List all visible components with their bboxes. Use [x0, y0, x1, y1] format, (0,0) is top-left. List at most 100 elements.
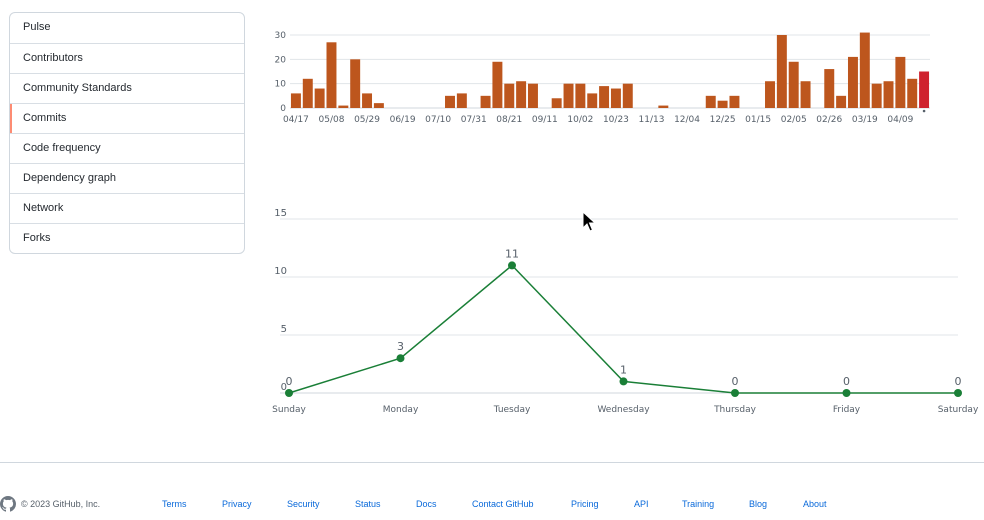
- data-point: [954, 389, 962, 397]
- commit-bar: [824, 69, 835, 108]
- commit-bar: [350, 59, 361, 108]
- sidebar-item-contributors[interactable]: Contributors: [10, 43, 244, 73]
- footer-link-status[interactable]: Status: [355, 499, 381, 509]
- github-mark-icon[interactable]: [0, 496, 16, 512]
- sidebar-item-dependency-graph[interactable]: Dependency graph: [10, 163, 244, 193]
- data-point: [842, 389, 851, 397]
- line-chart-x-tick-label: Thursday: [713, 405, 757, 415]
- commit-bar: [504, 83, 515, 108]
- bar-chart-x-tick-label: 12/04: [674, 115, 700, 125]
- commit-bar: [859, 32, 870, 108]
- commit-bar: [551, 98, 562, 108]
- line-chart-x-tick-label: Monday: [383, 405, 419, 415]
- footer-link-about[interactable]: About: [803, 499, 827, 509]
- footer-link-blog[interactable]: Blog: [749, 499, 768, 509]
- footer-link-privacy[interactable]: Privacy: [222, 499, 252, 509]
- commit-bar: [599, 86, 610, 108]
- footer-link-security[interactable]: Security: [287, 499, 320, 509]
- bar-chart-x-tick-label: 10/23: [603, 115, 629, 125]
- commit-bar: [729, 95, 740, 108]
- bar-chart-x-tick-label: 02/05: [781, 115, 807, 125]
- bar-chart-x-tick-label: 07/31: [461, 115, 487, 125]
- sidebar-item-commits[interactable]: Commits: [10, 103, 244, 133]
- commit-bar: [919, 71, 930, 108]
- bar-chart-x-tick-label: 07/10: [425, 115, 451, 125]
- commit-bar: [480, 95, 491, 108]
- bar-chart-x-tick-label: 11/13: [639, 115, 665, 125]
- bar-chart-y-tick-label: 0: [280, 104, 286, 114]
- data-point-label: 0: [732, 375, 739, 388]
- commit-bar: [338, 105, 349, 108]
- data-point: [285, 389, 293, 397]
- commit-bar: [326, 42, 337, 108]
- current-week-marker: [922, 109, 926, 113]
- commit-bar: [622, 83, 633, 108]
- commit-bar: [492, 61, 503, 108]
- commit-bar: [788, 61, 799, 108]
- commit-bar: [883, 81, 894, 108]
- commit-bar: [907, 78, 918, 108]
- bar-chart-x-tick-label: 09/11: [532, 115, 558, 125]
- bar-chart-y-tick-label: 10: [275, 80, 287, 90]
- bar-chart-y-tick-label: 20: [275, 55, 287, 65]
- data-point: [619, 377, 628, 386]
- commit-bar: [800, 81, 811, 108]
- commit-bar: [836, 95, 847, 108]
- bar-chart-x-tick-label: 05/29: [354, 115, 380, 125]
- commit-bar: [516, 81, 527, 108]
- bar-chart-x-tick-label: 01/15: [745, 115, 771, 125]
- bar-chart-x-tick-label: 03/19: [852, 115, 878, 125]
- data-point-label: 3: [397, 340, 404, 353]
- line-chart-x-tick-label: Friday: [833, 405, 861, 415]
- footer-link-terms[interactable]: Terms: [162, 499, 187, 509]
- commit-bar: [445, 95, 455, 108]
- sidebar-item-network[interactable]: Network: [10, 193, 244, 223]
- bar-chart-y-tick-label: 30: [275, 31, 287, 41]
- data-point-label: 0: [286, 375, 293, 388]
- commit-bar: [587, 93, 598, 108]
- site-footer: © 2023 GitHub, Inc. Terms Privacy Securi…: [0, 462, 984, 520]
- commit-bar: [871, 83, 882, 108]
- footer-link-training[interactable]: Training: [682, 499, 715, 509]
- data-point-label: 0: [955, 375, 962, 388]
- bar-chart-x-tick-label: 12/25: [710, 115, 736, 125]
- line-chart-y-tick-label: 15: [274, 208, 287, 219]
- commit-bar: [456, 93, 467, 108]
- commit-bar: [290, 93, 301, 108]
- sidebar-item-code-frequency[interactable]: Code frequency: [10, 133, 244, 163]
- commit-bar: [575, 83, 586, 108]
- footer-link-api[interactable]: API: [634, 499, 649, 509]
- commit-bar: [314, 88, 325, 108]
- commit-bar: [717, 100, 728, 108]
- commit-bar: [658, 105, 669, 108]
- commit-bar: [373, 103, 384, 108]
- bar-chart-x-tick-label: 08/21: [496, 115, 522, 125]
- commit-bar: [563, 83, 574, 108]
- footer-link-contact-github[interactable]: Contact GitHub: [472, 499, 534, 509]
- data-point-label: 1: [620, 363, 627, 376]
- data-point-label: 0: [843, 375, 850, 388]
- footer-copyright: © 2023 GitHub, Inc.: [21, 499, 101, 509]
- bar-chart-x-tick-label: 02/26: [816, 115, 842, 125]
- bar-chart-x-tick-label: 06/19: [390, 115, 416, 125]
- sidebar-item-forks[interactable]: Forks: [10, 223, 244, 253]
- sidebar-item-pulse[interactable]: Pulse: [23, 21, 51, 33]
- data-point: [731, 389, 739, 397]
- weekly-commits-bar-chart: 0 10 20 30 04/17 05/08 05/29 06/19 07/10 07/31 08/…: [275, 31, 930, 125]
- sidebar-item-community-standards[interactable]: Community Standards: [10, 73, 244, 103]
- commit-bar: [610, 88, 621, 108]
- footer-link-pricing[interactable]: Pricing: [571, 499, 599, 509]
- line-chart-x-tick-label: Tuesday: [493, 405, 531, 415]
- commit-bar: [847, 56, 858, 108]
- bar-chart-x-tick-label: 05/08: [319, 115, 345, 125]
- footer-link-docs[interactable]: Docs: [416, 499, 437, 509]
- commit-bar: [302, 78, 313, 108]
- data-point-label: 11: [505, 247, 519, 260]
- insights-sidebar-nav: Pulse Contributors Community Standards C…: [9, 12, 245, 254]
- data-point: [396, 354, 405, 363]
- bar-chart-x-tick-label: 04/17: [283, 115, 309, 125]
- commit-bar: [776, 35, 787, 108]
- line-chart-y-tick-label: 10: [274, 266, 287, 277]
- line-chart-y-tick-label: 5: [281, 324, 287, 335]
